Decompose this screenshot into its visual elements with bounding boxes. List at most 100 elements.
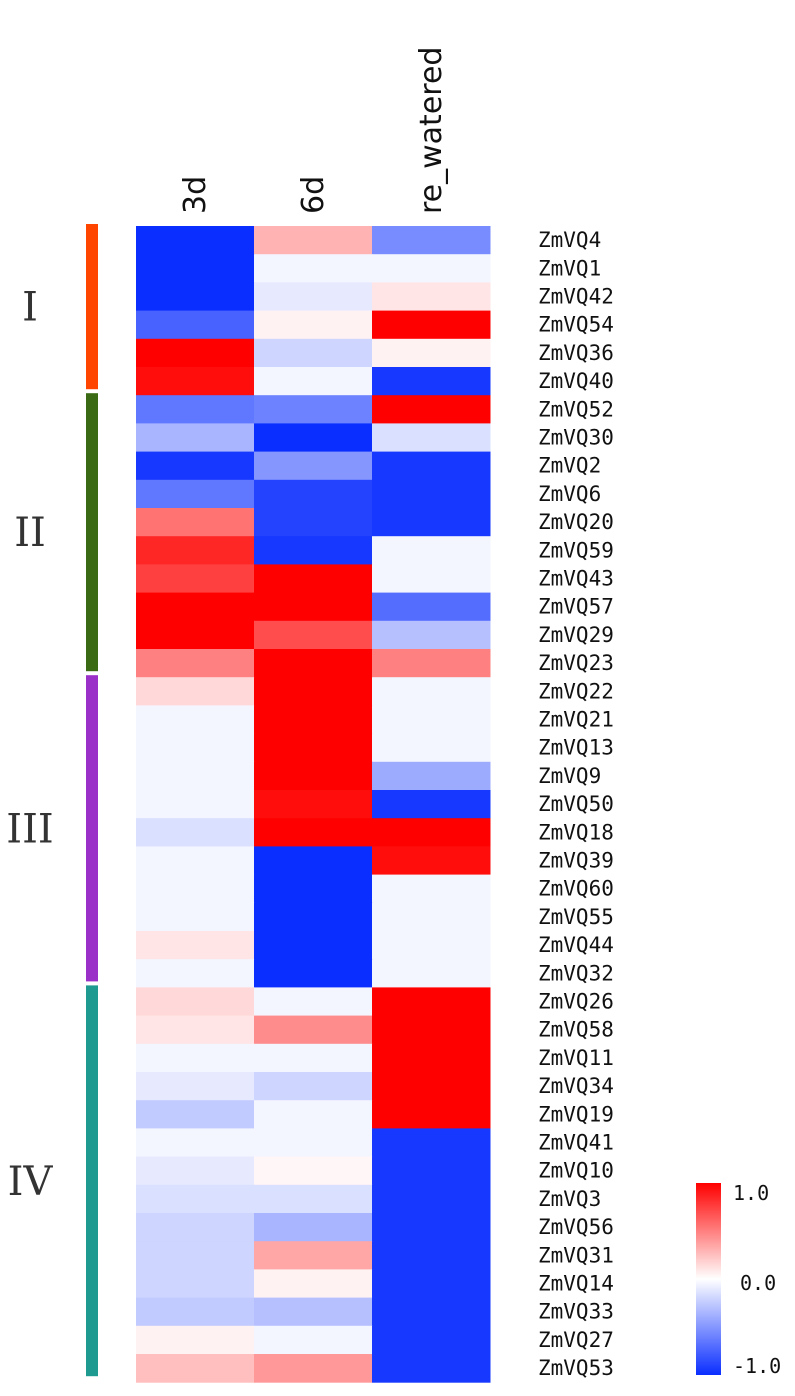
heatmap-cell	[372, 254, 491, 283]
heatmap-cell	[254, 310, 373, 340]
row-label: ZmVQ40	[538, 369, 614, 393]
heatmap-cell	[254, 254, 373, 283]
heatmap-cell	[372, 790, 491, 819]
column-label: 3d	[178, 176, 213, 214]
heatmap-cell	[136, 931, 255, 960]
cluster-bar	[86, 985, 98, 1377]
row-label: ZmVQ9	[538, 764, 601, 788]
row-label: ZmVQ42	[538, 285, 614, 309]
heatmap-cell	[372, 846, 491, 876]
heatmap-cell	[372, 338, 491, 368]
row-label: ZmVQ59	[538, 538, 614, 562]
heatmap-cell	[254, 564, 373, 594]
colorbar-max-label: 1.0	[733, 1181, 769, 1205]
heatmap-cell	[254, 1213, 373, 1242]
heatmap-cell	[136, 508, 255, 537]
heatmap-cell	[136, 959, 255, 988]
colorbar-gradient	[696, 1183, 721, 1375]
heatmap-cell	[254, 536, 373, 565]
heatmap-cell	[136, 874, 255, 904]
column-labels: 3d 6d re_watered	[178, 47, 449, 214]
heatmap-cell	[254, 846, 373, 876]
row-label: ZmVQ31	[538, 1243, 614, 1267]
heatmap-cell	[372, 761, 491, 791]
row-labels: ZmVQ4 ZmVQ1 ZmVQ42 ZmVQ54 ZmVQ36 ZmVQ40 ZmVQ52…	[538, 228, 614, 1380]
row-label: ZmVQ3	[538, 1187, 601, 1211]
heatmap-cell	[136, 1156, 255, 1186]
heatmap-cell	[372, 705, 491, 735]
heatmap-cell	[136, 479, 255, 509]
heatmap-cell	[372, 226, 491, 255]
heatmap-cell	[254, 761, 373, 791]
heatmap-cell	[254, 733, 373, 763]
heatmap-cell	[254, 367, 373, 396]
heatmap-cell	[136, 338, 255, 368]
heatmap-cell	[372, 1128, 491, 1158]
heatmap-cell	[136, 226, 255, 255]
heatmap-cell	[372, 1213, 491, 1242]
row-label: ZmVQ56	[538, 1215, 614, 1239]
heatmap-cell	[372, 479, 491, 509]
heatmap-cell	[372, 282, 491, 312]
row-label: ZmVQ4	[538, 228, 601, 252]
row-label: ZmVQ41	[538, 1131, 614, 1155]
heatmap-cell	[372, 733, 491, 763]
heatmap-cell	[372, 1241, 491, 1270]
row-label: ZmVQ55	[538, 905, 614, 929]
cluster-label: II	[14, 510, 46, 556]
heatmap-cell	[254, 1128, 373, 1158]
heatmap-cell	[254, 987, 373, 1017]
heatmap-cell	[372, 649, 491, 678]
cluster-label: IV	[8, 1159, 54, 1205]
row-label: ZmVQ20	[538, 510, 614, 534]
heatmap-cell	[254, 959, 373, 988]
row-label: ZmVQ11	[538, 1046, 614, 1070]
row-label: ZmVQ19	[538, 1102, 614, 1126]
heatmap-cell	[372, 987, 491, 1017]
heatmap-cell	[254, 818, 373, 847]
heatmap-cell	[254, 902, 373, 932]
heatmap-cell	[254, 423, 373, 453]
cluster-label: III	[6, 806, 53, 852]
heatmap-cell	[136, 1325, 255, 1355]
column-label: 6d	[296, 176, 331, 214]
heatmap-cell	[254, 874, 373, 904]
heatmap-cell	[136, 310, 255, 340]
row-label: ZmVQ21	[538, 708, 614, 732]
heatmap-cell	[254, 620, 373, 650]
heatmap-cell	[254, 395, 373, 424]
heatmap-cell	[254, 1015, 373, 1045]
heatmap-cell	[136, 677, 255, 706]
row-label: ZmVQ27	[538, 1328, 614, 1352]
heatmap-cell	[136, 818, 255, 847]
row-label: ZmVQ57	[538, 595, 614, 619]
row-label: ZmVQ10	[538, 1159, 614, 1183]
heatmap-cell	[254, 649, 373, 678]
heatmap-cell	[136, 1241, 255, 1270]
heatmap-cell	[254, 1269, 373, 1299]
heatmap-cell	[254, 1156, 373, 1186]
column-label: re_watered	[414, 47, 449, 214]
row-label: ZmVQ52	[538, 397, 614, 421]
heatmap-cell	[254, 451, 373, 481]
row-label: ZmVQ34	[538, 1074, 614, 1098]
heatmap-cell	[372, 1015, 491, 1045]
heatmap-cell	[254, 226, 373, 255]
heatmap-cell	[372, 931, 491, 960]
heatmap-cell	[254, 931, 373, 960]
heatmap-cell	[136, 592, 255, 622]
heatmap-cell	[372, 1156, 491, 1186]
row-label: ZmVQ33	[538, 1300, 614, 1324]
heatmap-cell	[136, 1184, 255, 1214]
heatmap-cell	[372, 367, 491, 396]
heatmap-cell	[254, 1184, 373, 1214]
heatmap-cell	[136, 620, 255, 650]
heatmap-cell	[254, 705, 373, 735]
heatmap-cell	[254, 1043, 373, 1073]
colorbar-min-label: -1.0	[733, 1354, 781, 1378]
row-label: ZmVQ14	[538, 1272, 614, 1296]
row-label: ZmVQ29	[538, 623, 614, 647]
heatmap-cell	[372, 1072, 491, 1101]
